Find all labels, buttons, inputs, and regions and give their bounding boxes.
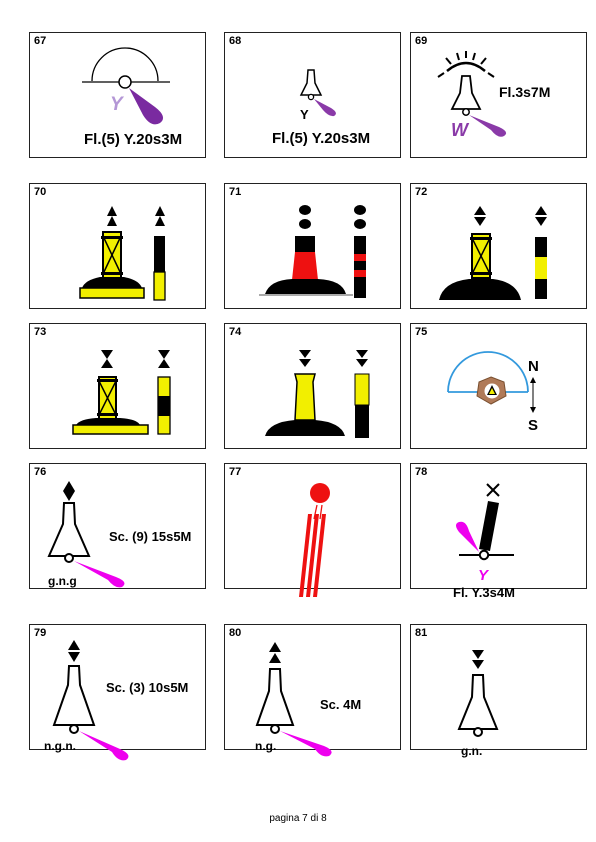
symbol-card-79: 79 Sc. (3) 10s5M n.g.n. <box>29 624 206 761</box>
yellow-black-buoy-symbol <box>439 206 547 300</box>
card-number: 68 <box>229 35 242 47</box>
card-number: 76 <box>34 466 47 478</box>
symbol-card-69: 69 W Fl.3s7M <box>410 32 587 158</box>
card-number: 70 <box>34 186 47 198</box>
light-sector-symbol: Y Fl.(5) Y.20s3M <box>82 47 182 148</box>
buoy-colors: n.g. <box>255 739 276 753</box>
buoy-light-symbol: Sc. (9) 15s5M g.n.g <box>47 481 191 588</box>
symbol-card-77: 77 <box>224 463 401 597</box>
buoy-light-symbol: Y Fl.(5) Y.20s3M <box>272 69 370 147</box>
card-number: 81 <box>415 627 428 639</box>
red-light-stripes-symbol <box>299 483 330 597</box>
light-color-letter: Y <box>478 567 490 584</box>
buoy-colors: g.n. <box>461 744 482 758</box>
card-number: 69 <box>415 35 428 47</box>
buoy-light-symbol: Sc. (3) 10s5M n.g.n. <box>44 640 188 761</box>
symbol-card-76: 76 Sc. (9) 15s5M g.n.g <box>29 463 206 589</box>
symbol-card-80: 80 Sc. 4M n.g. <box>224 624 401 757</box>
card-number: 75 <box>415 326 428 338</box>
north-label: N <box>528 358 539 375</box>
beacon-light-symbol: Y Fl. Y.3s4M <box>453 483 515 600</box>
light-characteristic: Sc. (9) 15s5M <box>109 529 191 544</box>
light-characteristic: Fl.3s7M <box>499 84 550 100</box>
yellow-black-buoy-symbol <box>72 350 171 435</box>
light-color-letter: Y <box>300 107 309 122</box>
buoy-symbol: g.n. <box>457 650 499 758</box>
card-number: 80 <box>229 627 242 639</box>
lighthouse-buoy-symbol: W Fl.3s7M <box>437 51 550 140</box>
symbol-card-81: 81 g.n. <box>410 624 587 758</box>
symbol-card-72: 72 <box>410 183 587 309</box>
south-label: S <box>528 417 538 434</box>
card-number: 74 <box>229 326 242 338</box>
card-number: 78 <box>415 466 428 478</box>
page-number: pagina 7 di 8 <box>269 813 327 824</box>
card-number: 71 <box>229 186 242 198</box>
symbol-card-70: 70 <box>29 183 206 309</box>
symbol-card-71: 71 <box>224 183 401 309</box>
card-number: 72 <box>415 186 428 198</box>
buoy-colors: n.g.n. <box>44 739 76 753</box>
symbol-card-73: 73 <box>29 323 206 449</box>
symbol-card-67: 67 Y Fl.(5) Y.20s3M <box>29 32 206 158</box>
light-characteristic: Fl.(5) Y.20s3M <box>84 131 182 148</box>
card-number: 79 <box>34 627 47 639</box>
light-characteristic: Sc. (3) 10s5M <box>106 680 188 695</box>
card-number: 77 <box>229 466 242 478</box>
yellow-black-buoy-symbol <box>79 206 166 301</box>
north-south-sector-symbol: N S <box>447 351 539 434</box>
light-characteristic: Sc. 4M <box>320 697 361 712</box>
yellow-black-buoy-symbol <box>265 350 370 438</box>
light-characteristic: Fl.(5) Y.20s3M <box>272 130 370 147</box>
card-number: 73 <box>34 326 47 338</box>
symbol-card-68: 68 Y Fl.(5) Y.20s3M <box>224 32 401 158</box>
buoy-colors: g.n.g <box>48 574 77 588</box>
symbol-card-74: 74 <box>224 323 401 449</box>
symbol-card-78: 78 Y Fl. Y.3s4M <box>410 463 587 600</box>
light-color-letter: Y <box>110 94 125 115</box>
symbol-card-75: 75 N S <box>410 323 587 449</box>
light-characteristic: Fl. Y.3s4M <box>453 585 515 600</box>
card-number: 67 <box>34 35 47 47</box>
red-black-buoy-symbol <box>259 205 366 298</box>
light-color-letter: W <box>451 120 470 140</box>
buoy-light-symbol: Sc. 4M n.g. <box>255 642 361 757</box>
